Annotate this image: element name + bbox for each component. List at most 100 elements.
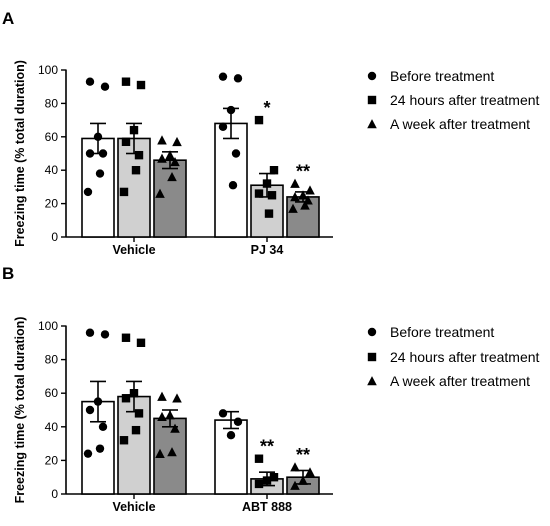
data-point — [85, 405, 95, 415]
legend-marker-square — [367, 95, 377, 105]
data-point — [83, 449, 93, 458]
legend-marker-triangle — [367, 119, 377, 129]
y-tick-label: 60 — [45, 130, 59, 144]
data-point — [167, 447, 177, 457]
data-point — [264, 209, 274, 218]
significance-label: ** — [296, 162, 310, 182]
data-point — [119, 436, 129, 445]
data-point — [119, 187, 129, 197]
data-point — [93, 397, 103, 406]
data-point — [134, 409, 144, 418]
legend-marker-circle — [367, 327, 377, 337]
data-point — [290, 480, 300, 490]
data-point — [298, 475, 308, 485]
data-point — [100, 82, 110, 91]
data-point — [95, 169, 105, 178]
legend-label: A week after treatment — [390, 116, 530, 132]
y-tick-label: 80 — [45, 353, 59, 367]
data-point — [85, 149, 95, 158]
panel-letter: A — [2, 9, 14, 28]
data-point — [121, 333, 131, 342]
significance-label: ** — [260, 437, 274, 457]
data-point — [254, 479, 264, 489]
data-point — [305, 185, 315, 195]
data-point — [95, 444, 105, 453]
data-point — [98, 422, 108, 431]
data-point — [218, 409, 228, 418]
panel-letter: B — [2, 264, 14, 283]
data-point — [298, 190, 308, 200]
y-tick-label: 80 — [45, 96, 59, 110]
data-point — [121, 77, 131, 86]
legend-marker-square — [367, 352, 377, 362]
y-axis-label: Freezing time (% total duration) — [13, 317, 27, 504]
data-point — [254, 189, 264, 198]
data-point — [83, 187, 93, 197]
y-tick-label: 40 — [45, 163, 59, 177]
y-tick-label: 100 — [38, 63, 58, 77]
data-point — [129, 125, 139, 135]
data-point — [165, 150, 175, 160]
data-point — [226, 431, 236, 440]
data-point — [131, 425, 141, 435]
y-tick-label: 20 — [45, 197, 59, 211]
data-point — [226, 105, 236, 115]
data-point — [167, 171, 177, 182]
data-point — [233, 417, 243, 426]
legend-marker-triangle — [367, 376, 377, 386]
data-point — [254, 454, 264, 463]
legend: Before treatment 24 hours after treatment… — [367, 68, 540, 132]
data-point — [157, 391, 167, 401]
data-point — [121, 137, 131, 147]
data-point — [100, 330, 110, 339]
data-point — [267, 191, 277, 200]
data-point — [290, 178, 300, 188]
significance-label: * — [263, 98, 270, 118]
legend: Before treatment 24 hours after treatment… — [367, 324, 540, 389]
x-category-label: PJ 34 — [251, 243, 284, 257]
x-category-label: ABT 888 — [242, 500, 292, 514]
data-point — [155, 188, 165, 198]
data-point — [288, 203, 298, 213]
data-point — [218, 72, 228, 81]
data-point — [170, 423, 180, 433]
data-point — [254, 115, 264, 125]
data-point — [165, 410, 175, 420]
data-point — [172, 136, 182, 147]
data-point — [172, 393, 182, 403]
data-point — [157, 153, 167, 163]
legend-label: A week after treatment — [390, 373, 530, 389]
data-point — [121, 394, 131, 403]
y-tick-label: 100 — [38, 319, 58, 333]
bar-0-2 — [153, 159, 187, 238]
bar-1-0 — [214, 122, 248, 238]
data-point — [269, 166, 279, 175]
data-point — [134, 150, 144, 160]
y-axis-label: Freezing time (% total duration) — [13, 60, 27, 247]
data-point — [170, 156, 180, 167]
x-category-label: Vehicle — [112, 243, 155, 257]
data-point — [98, 149, 108, 158]
data-point — [85, 328, 95, 337]
bar-1-2 — [286, 196, 320, 238]
data-point — [269, 473, 279, 482]
data-point — [85, 77, 95, 86]
legend-label: 24 hours after treatment — [390, 349, 540, 365]
data-point — [228, 181, 238, 190]
data-point — [155, 448, 165, 458]
y-tick-label: 0 — [51, 230, 58, 244]
data-point — [231, 149, 241, 158]
data-point — [131, 166, 141, 175]
data-point — [262, 476, 272, 485]
x-category-label: Vehicle — [112, 500, 155, 514]
legend-label: Before treatment — [390, 324, 494, 340]
data-point — [305, 467, 315, 477]
data-point — [218, 122, 228, 131]
y-tick-label: 0 — [51, 487, 58, 501]
data-point — [129, 389, 139, 398]
data-point — [136, 338, 146, 347]
legend-label: 24 hours after treatment — [390, 92, 540, 108]
legend-label: Before treatment — [390, 68, 494, 84]
data-point — [93, 132, 103, 141]
